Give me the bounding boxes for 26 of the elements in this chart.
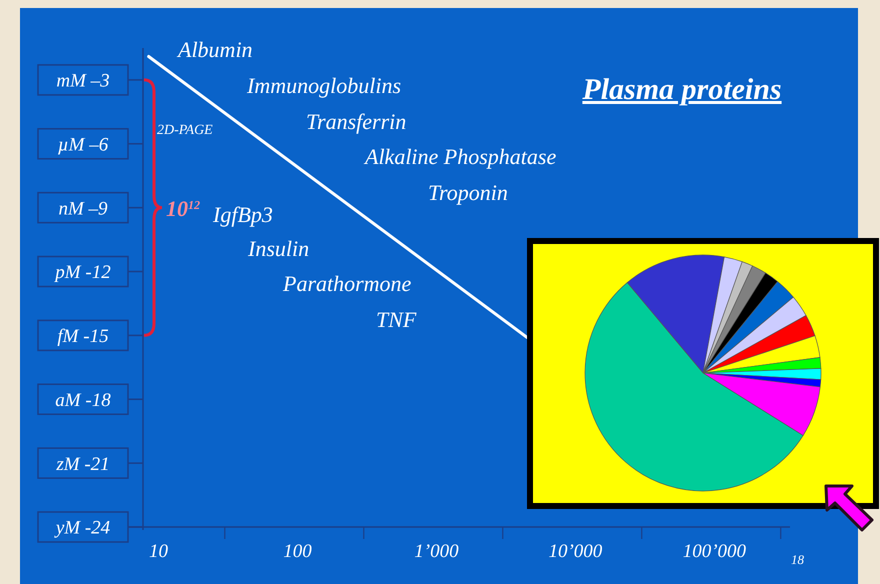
- y-tick-label: zM -21: [55, 454, 110, 475]
- annotation: Immunoglobulins: [246, 73, 401, 98]
- y-tick-label: aM -18: [55, 390, 112, 411]
- x-tick-label: 1’000: [414, 541, 460, 562]
- annotation: Alkaline Phosphatase: [363, 144, 556, 169]
- y-tick-label: nM –9: [58, 198, 108, 220]
- annotation: Insulin: [247, 236, 310, 261]
- y-tick-label: µM –6: [58, 134, 109, 156]
- y-tick-label: mM –3: [56, 70, 110, 92]
- annotation: TNF: [376, 307, 417, 332]
- annotation: Parathormone: [282, 271, 412, 296]
- x-tick-label: 10’000: [548, 541, 603, 562]
- annotation: Albumin: [176, 37, 253, 62]
- text: Plasma proteins: [581, 73, 782, 106]
- y-tick-label: pM -12: [53, 262, 112, 284]
- annotation: 10$^{12}$: [166, 196, 200, 221]
- x-tick-label: 100: [283, 541, 312, 562]
- x-tick-label: 10: [148, 541, 168, 562]
- y-tick-label: yM -24: [54, 518, 111, 539]
- text: 18: [791, 552, 804, 567]
- annotation: Troponin: [428, 180, 508, 205]
- annotation: IgfBp3: [212, 202, 273, 227]
- y-tick-label: fM -15: [57, 326, 109, 348]
- annotation: 2D-PAGE: [157, 123, 214, 138]
- annotation: Transferrin: [306, 109, 406, 134]
- x-tick-label: 100’000: [682, 541, 747, 562]
